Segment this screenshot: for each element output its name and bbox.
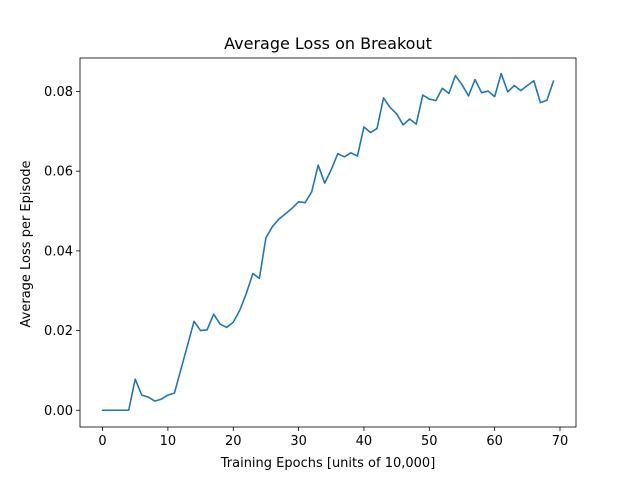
series-line-0 — [101, 72, 555, 412]
axes-frame — [79, 57, 577, 428]
y-tick-label: 0.00 — [44, 404, 73, 419]
chart-title: Average Loss on Breakout — [224, 34, 432, 53]
x-tick-label: 20 — [225, 434, 242, 449]
x-tick-label: 60 — [486, 434, 503, 449]
y-axis-label: Average Loss per Episode — [19, 161, 34, 328]
y-tick-label: 0.06 — [44, 165, 73, 180]
x-axis-label: Training Epochs [units of 10,000] — [220, 456, 436, 471]
x-tick-label: 30 — [290, 434, 307, 449]
x-tick-label: 0 — [98, 434, 106, 449]
x-tick-label: 10 — [160, 434, 177, 449]
x-tick-label: 70 — [552, 434, 569, 449]
x-tick-label: 40 — [356, 434, 373, 449]
x-tick-label: 50 — [421, 434, 438, 449]
y-tick-label: 0.02 — [44, 324, 73, 339]
plot-area: 0 10 20 30 40 50 60 70 0.00 0.02 0.04 0.06 0.08 — [44, 57, 577, 449]
y-tick-label: 0.08 — [44, 85, 73, 100]
y-tick-label: 0.04 — [44, 244, 73, 259]
